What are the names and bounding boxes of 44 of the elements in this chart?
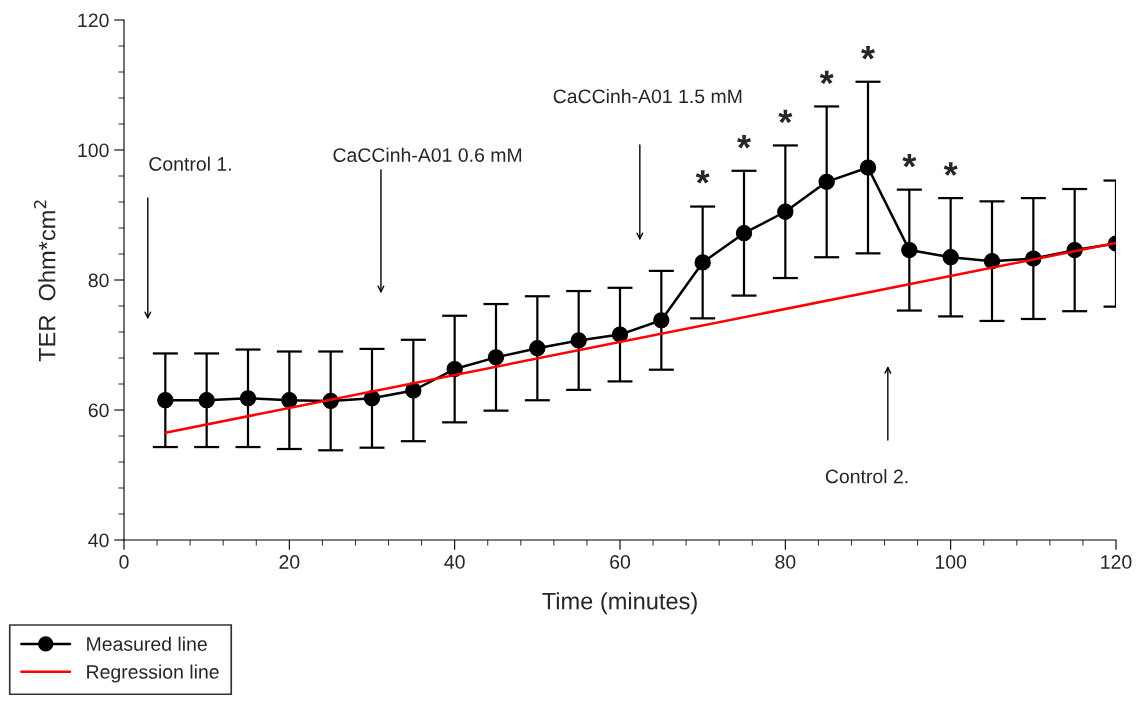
x-tick-label: 80 [775, 555, 796, 569]
point [942, 249, 959, 266]
annotation: * [695, 170, 710, 184]
x-tick-label: 60 [610, 555, 631, 569]
point [859, 159, 877, 176]
annotation: Control 1. [149, 156, 231, 171]
annotation: * [737, 135, 751, 149]
annotation: CaCCinh-A01 0.6 mM [333, 147, 522, 162]
x-axis-title: Time (minutes) [542, 592, 697, 615]
y-tick-label: 80 [88, 273, 109, 288]
point [653, 312, 670, 329]
annotation: * [902, 153, 917, 168]
x-tick-label: 100 [935, 555, 967, 569]
point [818, 173, 835, 191]
x-tick-label: 20 [279, 555, 300, 569]
point [901, 241, 918, 259]
x-tick-label: 40 [444, 555, 465, 569]
point [529, 340, 546, 357]
annotation: * [943, 162, 958, 176]
point [570, 332, 587, 349]
point [281, 392, 298, 409]
x-tick-label: 0 [119, 555, 129, 569]
y-tick-label: 120 [78, 13, 109, 28]
legend-label: Measured line [87, 636, 207, 651]
y-axis-title: TER Ohm*cm$^{2}$ [33, 200, 56, 362]
point [611, 326, 629, 343]
annotation: Control 2. [825, 469, 908, 484]
annotation: * [778, 109, 793, 124]
legend-label: Regression line [87, 664, 219, 683]
x-tick-label: 120 [1101, 555, 1132, 569]
point [777, 203, 794, 220]
point [157, 392, 174, 409]
point [694, 254, 711, 271]
annotation: * [819, 70, 834, 85]
y-tick-label: 100 [78, 143, 109, 158]
y-tick-label: 60 [88, 403, 109, 418]
point [487, 349, 505, 366]
annotation: CaCCinh-A01 1.5 mM [553, 88, 742, 104]
y-tick-label: 40 [88, 533, 109, 548]
point [198, 392, 215, 409]
point [735, 225, 753, 242]
annotation: * [861, 45, 875, 60]
point [405, 382, 422, 399]
point [239, 390, 257, 407]
